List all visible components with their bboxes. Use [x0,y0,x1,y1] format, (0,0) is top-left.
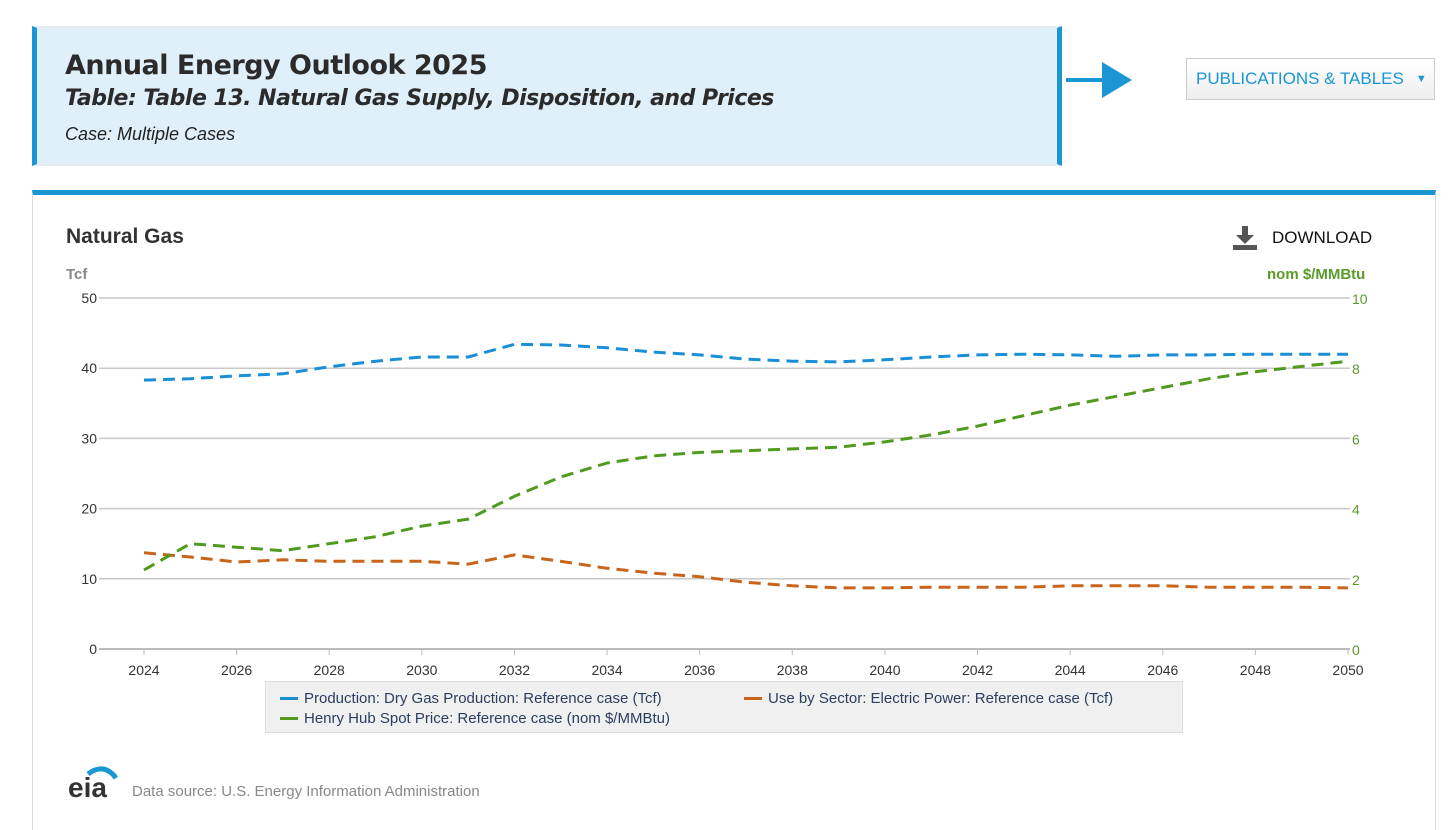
legend-label: Production: Dry Gas Production: Referenc… [304,690,662,707]
x-tick-label: 2026 [221,662,252,678]
y-tick-label: 10 [81,571,97,587]
x-tick-label: 2048 [1240,662,1271,678]
x-tick-label: 2030 [406,662,437,678]
y-tick-label: 40 [81,360,97,376]
x-tick-label: 2036 [684,662,715,678]
x-tick-label: 2038 [777,662,808,678]
series-line-2 [144,361,1348,570]
legend-swatch [280,717,298,720]
legend-item-henry-hub[interactable]: Henry Hub Spot Price: Reference case (no… [280,710,670,727]
y2-tick-label: 10 [1352,291,1368,307]
y2-tick-label: 6 [1352,431,1360,447]
legend-item-electric-power[interactable]: Use by Sector: Electric Power: Reference… [744,690,1113,707]
x-tick-label: 2050 [1332,662,1363,678]
series-line-0 [144,344,1348,380]
x-tick-label: 2042 [962,662,993,678]
eia-logo: eia [66,764,122,805]
y2-tick-label: 8 [1352,361,1360,377]
x-tick-label: 2028 [314,662,345,678]
x-tick-label: 2034 [591,662,622,678]
y-tick-label: 20 [81,501,97,517]
series-line-1 [144,553,1348,588]
y-tick-label: 0 [89,641,97,657]
legend-swatch [744,697,762,700]
y-tick-label: 50 [81,290,97,306]
x-tick-label: 2044 [1055,662,1086,678]
x-tick-label: 2040 [869,662,900,678]
legend-item-production[interactable]: Production: Dry Gas Production: Referenc… [280,690,662,707]
x-tick-label: 2032 [499,662,530,678]
x-tick-label: 2024 [128,662,159,678]
y2-tick-label: 2 [1352,572,1360,588]
x-tick-label: 2046 [1147,662,1178,678]
y2-tick-label: 4 [1352,502,1360,518]
legend-swatch [280,697,298,700]
y2-tick-label: 0 [1352,642,1360,658]
svg-text:eia: eia [68,772,107,800]
legend-label: Henry Hub Spot Price: Reference case (no… [304,710,670,727]
legend-label: Use by Sector: Electric Power: Reference… [768,690,1113,707]
chart-legend: Production: Dry Gas Production: Referenc… [265,681,1183,733]
data-source: Data source: U.S. Energy Information Adm… [132,783,480,800]
y-tick-label: 30 [81,430,97,446]
